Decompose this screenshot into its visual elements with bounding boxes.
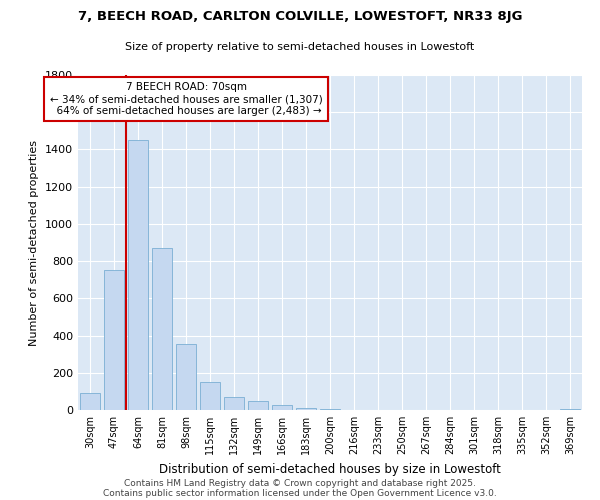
Bar bbox=[224, 397, 244, 410]
Bar bbox=[80, 393, 100, 410]
Text: Size of property relative to semi-detached houses in Lowestoft: Size of property relative to semi-detach… bbox=[125, 42, 475, 52]
Bar bbox=[128, 140, 148, 410]
Bar bbox=[152, 248, 172, 410]
Text: Contains HM Land Registry data © Crown copyright and database right 2025.: Contains HM Land Registry data © Crown c… bbox=[124, 478, 476, 488]
Bar bbox=[296, 408, 316, 410]
Text: 7, BEECH ROAD, CARLTON COLVILLE, LOWESTOFT, NR33 8JG: 7, BEECH ROAD, CARLTON COLVILLE, LOWESTO… bbox=[78, 10, 522, 22]
Bar bbox=[560, 409, 580, 410]
Text: 7 BEECH ROAD: 70sqm
← 34% of semi-detached houses are smaller (1,307)
  64% of s: 7 BEECH ROAD: 70sqm ← 34% of semi-detach… bbox=[50, 82, 322, 116]
Bar bbox=[320, 409, 340, 410]
Y-axis label: Number of semi-detached properties: Number of semi-detached properties bbox=[29, 140, 40, 346]
X-axis label: Distribution of semi-detached houses by size in Lowestoft: Distribution of semi-detached houses by … bbox=[159, 462, 501, 475]
Text: Contains public sector information licensed under the Open Government Licence v3: Contains public sector information licen… bbox=[103, 488, 497, 498]
Bar bbox=[104, 270, 124, 410]
Bar bbox=[272, 406, 292, 410]
Bar bbox=[200, 382, 220, 410]
Bar bbox=[176, 344, 196, 410]
Bar bbox=[248, 400, 268, 410]
